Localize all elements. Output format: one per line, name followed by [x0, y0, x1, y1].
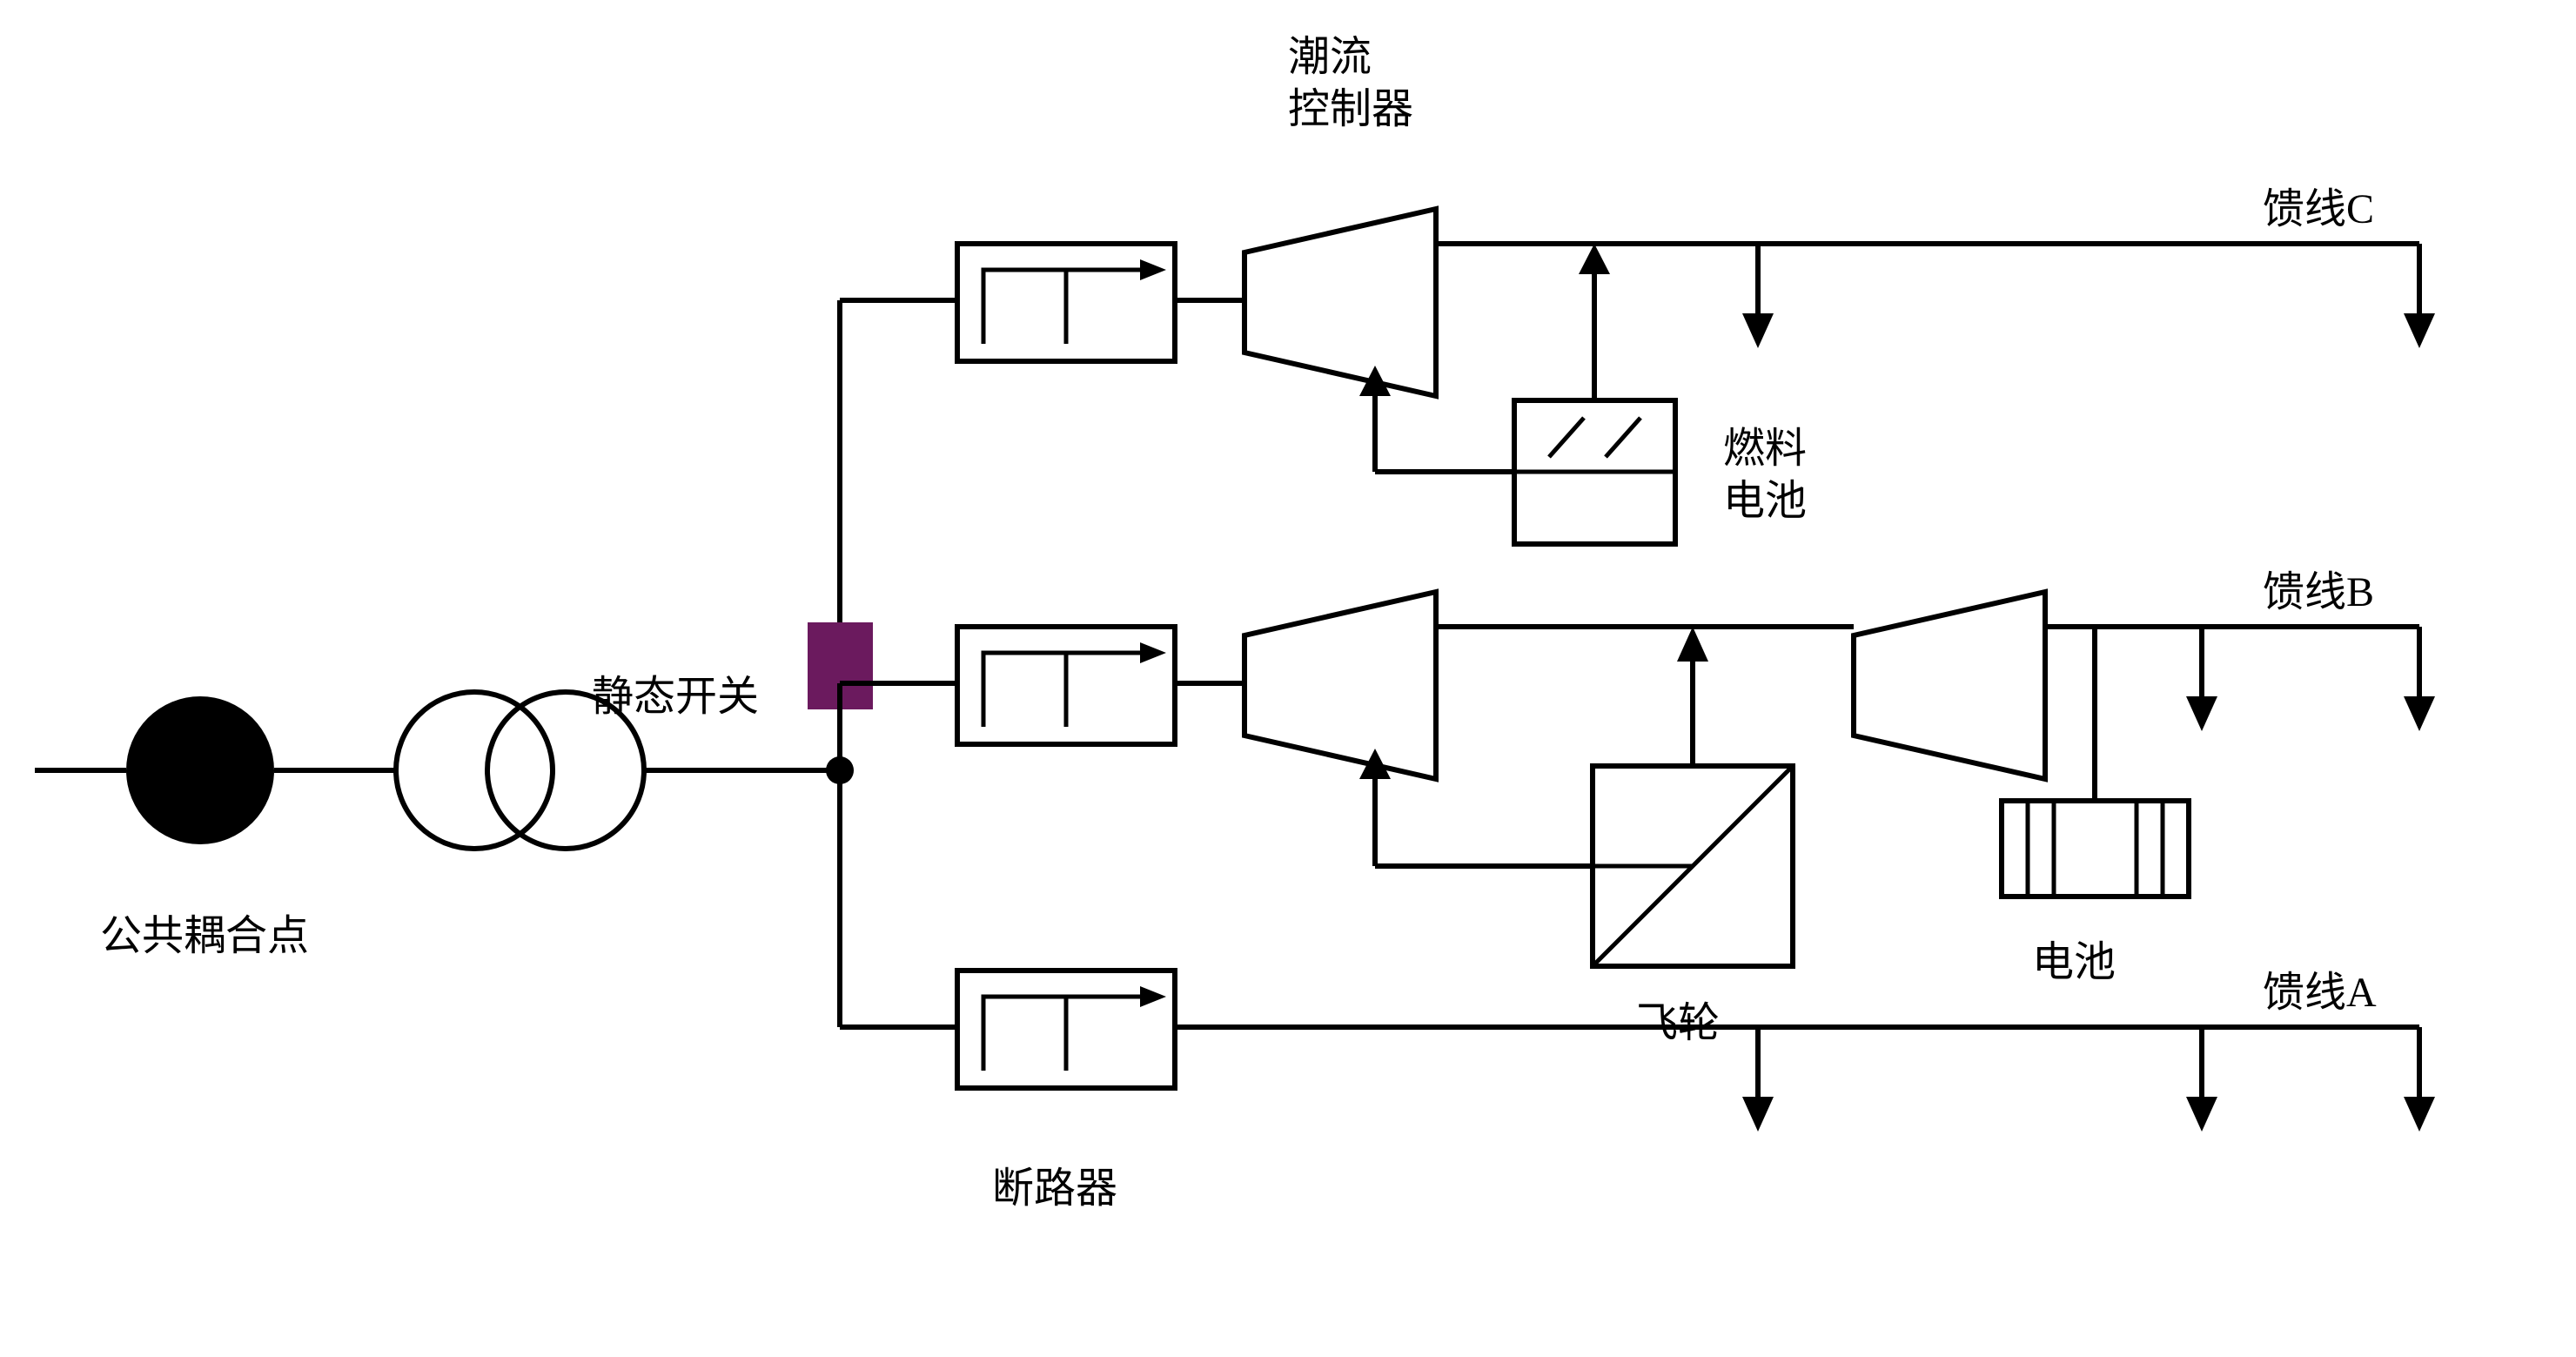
flow-controller-label-2: 控制器: [1288, 74, 1413, 135]
fuel-cell: [1514, 400, 1675, 544]
feeder-a-arrow-1: [1742, 1097, 1774, 1132]
feeder-a-label: 馈线A: [2263, 957, 2377, 1018]
feeder-c-arrow-1: [1742, 313, 1774, 348]
feeder-b-label: 馈线B: [2263, 557, 2374, 618]
flywheel: [1593, 766, 1793, 966]
pcc-node: [126, 696, 274, 844]
breaker-b: [957, 627, 1175, 744]
transformer-primary: [396, 692, 553, 849]
feeder-a-arrow-3: [2404, 1097, 2435, 1132]
diagram-svg: [0, 0, 2576, 1357]
feeder-a-arrow-2: [2186, 1097, 2217, 1132]
battery-label: 电池: [2032, 927, 2116, 988]
pcc-label: 公共耦合点: [100, 901, 309, 962]
breaker-label: 断路器: [992, 1153, 1117, 1214]
breaker-c: [957, 244, 1175, 361]
breaker-a: [957, 971, 1175, 1088]
battery: [2002, 801, 2189, 897]
feeder-b-arrow-1: [2186, 696, 2217, 731]
flywheel-label: 飞轮: [1636, 988, 1720, 1049]
flow-controller-c: [1244, 209, 1436, 396]
fuel-cell-arrow: [1579, 244, 1610, 274]
feeder-c-label: 馈线C: [2263, 174, 2374, 235]
fuel-cell-label-2: 电池: [1723, 466, 1807, 527]
flow-controller-b1: [1244, 592, 1436, 779]
microgrid-diagram: 公共耦合点 静态开关 断路器 潮流 控制器 燃料 电池 飞轮 电池 馈线A 馈线…: [0, 0, 2576, 1357]
static-switch-label: 静态开关: [592, 662, 759, 722]
flywheel-arrow: [1677, 627, 1708, 662]
flow-controller-b2: [1854, 592, 2045, 779]
feeder-b-arrow-2: [2404, 696, 2435, 731]
feeder-c-arrow-2: [2404, 313, 2435, 348]
